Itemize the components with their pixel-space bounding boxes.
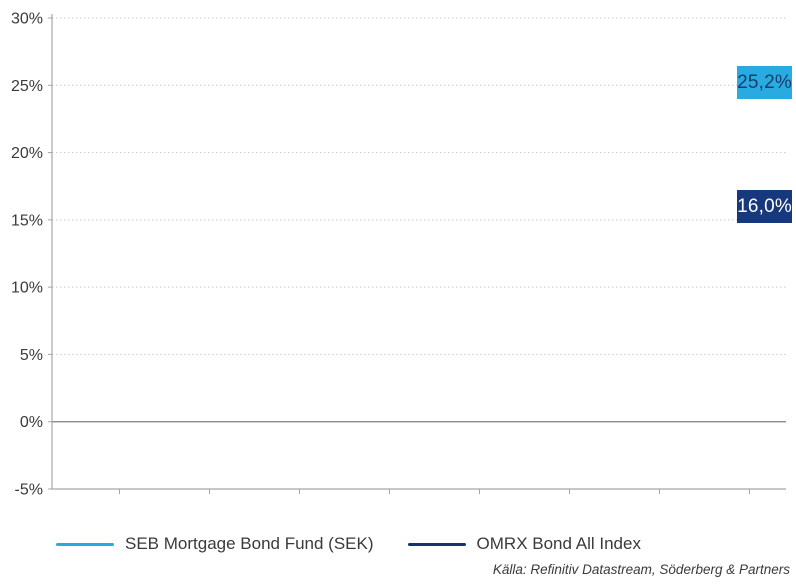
y-tick-label: 5%: [20, 347, 43, 364]
x-axis: 20132014201520162017201820192020: [119, 489, 750, 494]
omrx-line-swatch: [407, 542, 466, 546]
seb-line-swatch: [56, 542, 114, 546]
legend-label-omrx: OMRX Bond All Index: [476, 534, 641, 553]
seb-end-value-label: 25,2%: [737, 66, 792, 99]
omrx-end-value-label: 16,0%: [737, 190, 792, 223]
legend: SEB Mortgage Bond Fund (SEK) OMRX Bond A…: [56, 534, 641, 554]
y-tick-label: 30%: [11, 11, 43, 28]
y-tick-label: 0%: [20, 414, 43, 431]
legend-label-seb: SEB Mortgage Bond Fund (SEK): [125, 534, 374, 553]
y-tick-label: 25%: [11, 78, 43, 95]
y-tick-label: 10%: [11, 280, 43, 297]
legend-item-omrx: OMRX Bond All Index: [407, 534, 641, 554]
y-tick-label: -5%: [15, 482, 43, 499]
y-axis: 30% 25% 20% 15% 10% 5% 0% -5%: [11, 11, 52, 499]
y-tick-label: 15%: [11, 212, 43, 229]
gridlines: [52, 17, 786, 423]
y-tick-label: 20%: [11, 145, 43, 162]
legend-item-seb: SEB Mortgage Bond Fund (SEK): [56, 534, 374, 554]
axes: [51, 14, 786, 490]
source-caption: Källa: Refinitiv Datastream, Söderberg &…: [492, 562, 790, 577]
